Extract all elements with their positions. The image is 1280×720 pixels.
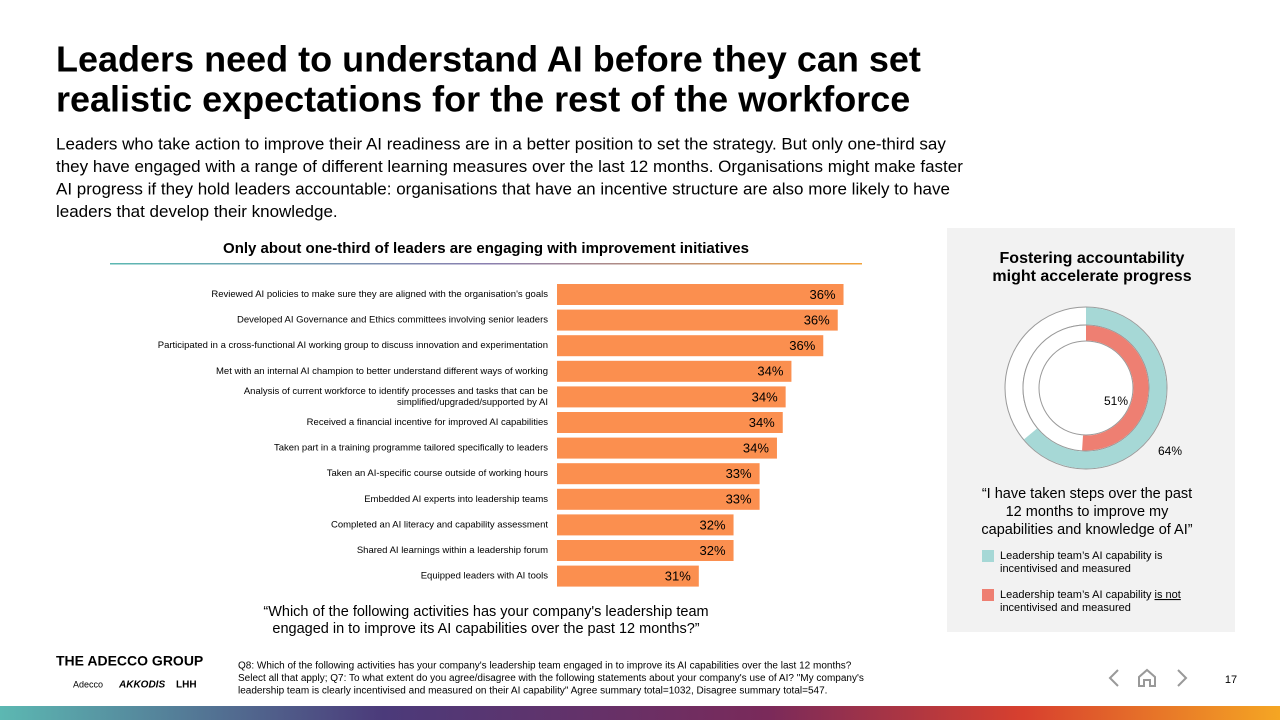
brand: THE ADECCO GROUP	[56, 653, 203, 669]
value-label: 32%	[700, 517, 726, 532]
value-label: 34%	[749, 415, 775, 430]
chart-annotation: engaged in to improve its AI capabilitie…	[272, 621, 699, 637]
legend-text: incentivised and measured	[1000, 563, 1131, 575]
slide-subtitle: leaders that develop their knowledge.	[56, 202, 338, 221]
nav-icons[interactable]	[1108, 668, 1188, 687]
value-label: 34%	[743, 441, 769, 456]
legend-swatch	[982, 550, 994, 562]
category-label: Met with an internal AI champion to bett…	[216, 366, 548, 377]
chart-annotation: capabilities and knowledge of AI”	[981, 522, 1192, 538]
bar	[557, 514, 734, 536]
legend-label: incentivised and measured	[1000, 602, 1131, 614]
bar	[557, 540, 734, 561]
legend-text: Leadership team’s AI capability	[1000, 589, 1155, 601]
value-label: 32%	[700, 543, 726, 558]
category-label: Shared AI learnings within a leadership …	[357, 545, 548, 556]
footnote: leadership team is clearly incentivised …	[238, 686, 827, 697]
value-label: 33%	[726, 466, 752, 481]
bar	[557, 463, 760, 485]
legend-text: incentivised and measured	[1000, 602, 1131, 614]
title-rule	[110, 263, 862, 265]
legend-swatch	[982, 589, 994, 601]
chart-title: might accelerate progress	[992, 268, 1191, 285]
category-label: Participated in a cross-functional AI wo…	[158, 340, 548, 351]
value-label: 34%	[757, 364, 783, 379]
category-label: Taken part in a training programme tailo…	[274, 443, 548, 454]
value-label: 33%	[726, 492, 752, 507]
slide-title: Leaders need to understand AI before the…	[56, 39, 921, 80]
content: Leaders need to understand AI before the…	[56, 39, 1237, 697]
category-label: Completed an AI literacy and capability …	[331, 519, 548, 530]
slide-subtitle: AI progress if they hold leaders account…	[56, 179, 950, 198]
bar	[557, 437, 777, 459]
donut-arc	[1082, 325, 1149, 451]
category-label: Developed AI Governance and Ethics commi…	[237, 315, 548, 326]
bar	[557, 335, 824, 357]
value-label: 36%	[809, 287, 835, 302]
category-label: simplified/upgraded/supported by AI	[397, 397, 548, 408]
slide-title: realistic expectations for the rest of t…	[56, 79, 910, 120]
chart-annotation: “Which of the following activities has y…	[263, 604, 708, 620]
bar	[557, 386, 786, 408]
donut-arc	[1023, 307, 1167, 469]
chart-title: Only about one-third of leaders are enga…	[223, 240, 749, 257]
chart-annotation: “I have taken steps over the past	[982, 486, 1192, 502]
value-label: 36%	[804, 313, 830, 328]
value-label: 64%	[1158, 444, 1182, 458]
value-label: 36%	[789, 338, 815, 353]
ring-inner	[1038, 340, 1134, 436]
chart-annotation: 12 months to improve my	[1006, 504, 1170, 520]
value-label: 34%	[752, 389, 778, 404]
legend-text: Leadership team’s AI capability is	[1000, 550, 1163, 562]
value-label: 31%	[665, 569, 691, 584]
bar	[557, 565, 699, 587]
logo: AKKODIS	[118, 680, 165, 691]
bar	[557, 488, 760, 510]
bar	[557, 309, 838, 331]
footnote: Q8: Which of the following activities ha…	[238, 661, 852, 672]
bar	[557, 284, 844, 305]
category-label: Equipped leaders with AI tools	[421, 571, 549, 582]
category-label: Received a financial incentive for impro…	[307, 417, 549, 428]
slide-subtitle: they have engaged with a range of differ…	[56, 157, 963, 176]
legend-text: is not	[1155, 589, 1181, 601]
category-label: Embedded AI experts into leadership team…	[364, 494, 548, 505]
page-number: 17	[1225, 674, 1237, 686]
footnote: Select all that apply; Q7: To what exten…	[238, 673, 864, 684]
value-label: 51%	[1104, 394, 1128, 408]
bar	[557, 412, 783, 433]
bar	[557, 360, 792, 382]
legend-label: Leadership team’s AI capability is not	[1000, 589, 1181, 601]
logo: Adecco	[73, 679, 103, 689]
bottom-band	[0, 706, 1280, 720]
category-label: Analysis of current workforce to identif…	[244, 386, 548, 397]
chart-title: Fostering accountability	[1000, 250, 1185, 267]
category-label: Reviewed AI policies to make sure they a…	[211, 289, 548, 300]
category-label: Taken an AI-specific course outside of w…	[327, 468, 549, 479]
slide-subtitle: Leaders who take action to improve their…	[56, 134, 946, 153]
legend-label: Leadership team’s AI capability is	[1000, 550, 1163, 562]
legend-label: incentivised and measured	[1000, 563, 1131, 575]
logo: LHH	[176, 680, 197, 691]
